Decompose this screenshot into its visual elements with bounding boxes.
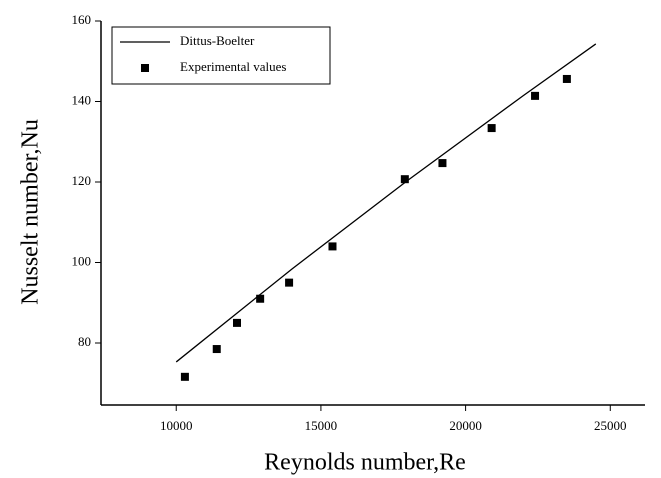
dittus-boelter-line — [175, 43, 597, 363]
x-tick-label: 20000 — [449, 418, 482, 433]
y-tick-label: 80 — [78, 334, 91, 349]
data-point — [180, 372, 189, 381]
data-point — [212, 345, 221, 354]
data-point — [233, 318, 241, 327]
x-tick-label: 15000 — [305, 418, 338, 433]
y-axis-title: Nusselt number,Nu — [18, 119, 44, 305]
legend-label: Dittus-Boelter — [180, 33, 255, 48]
x-axis-title: Reynolds number,Re — [264, 450, 466, 476]
data-point — [438, 159, 447, 168]
y-tick-label: 140 — [72, 92, 92, 107]
x-tick-label: 25000 — [594, 418, 627, 433]
data-point — [531, 91, 540, 100]
legend-box — [111, 26, 331, 85]
data-point — [328, 242, 337, 251]
y-tick-label: 100 — [72, 253, 92, 268]
data-point — [256, 294, 265, 303]
data-point — [400, 175, 409, 184]
x-tick-label: 10000 — [160, 418, 193, 433]
y-tick-label: 120 — [72, 173, 92, 188]
data-point — [562, 74, 571, 83]
data-point — [285, 278, 294, 287]
legend-marker — [141, 64, 149, 72]
legend-label: Experimental values — [180, 59, 287, 74]
data-point — [487, 124, 496, 133]
y-tick-label: 160 — [72, 12, 92, 27]
